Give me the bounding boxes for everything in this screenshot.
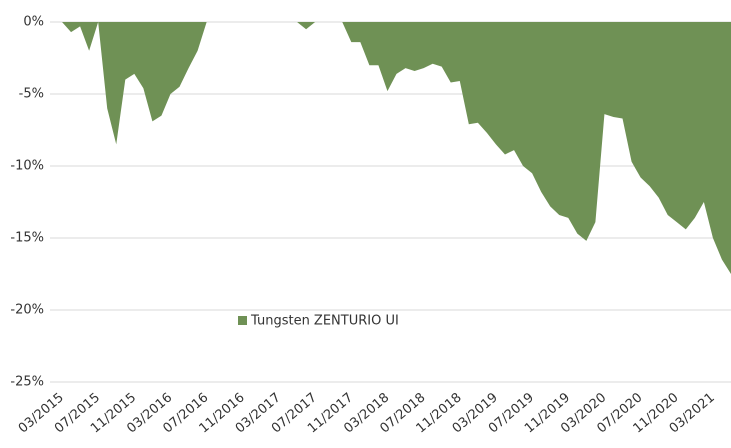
y-tick-label: -10% [10, 159, 44, 174]
legend-label: Tungsten ZENTURIO UI [250, 314, 399, 329]
y-tick-label: -25% [10, 375, 44, 390]
y-tick-label: -20% [10, 303, 44, 318]
legend-swatch [238, 316, 247, 325]
area [62, 22, 731, 274]
y-tick-label: -15% [10, 231, 44, 246]
y-tick-label: -5% [19, 87, 44, 102]
y-tick-label: 0% [23, 15, 44, 30]
